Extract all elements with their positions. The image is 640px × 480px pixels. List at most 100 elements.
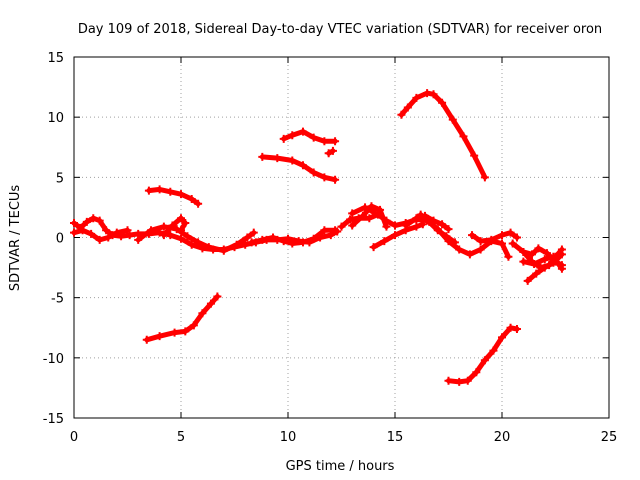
data-point — [147, 226, 156, 235]
data-point — [95, 235, 104, 244]
data-point — [380, 237, 389, 246]
data-point — [168, 221, 177, 230]
data-point — [508, 239, 517, 248]
data-point — [337, 222, 346, 231]
series-upper-12 — [398, 90, 488, 180]
data-point — [170, 328, 179, 337]
x-tick-label: 0 — [70, 430, 78, 445]
data-point — [241, 240, 250, 249]
data-point — [444, 225, 453, 234]
data-point — [361, 203, 370, 212]
data-point — [95, 216, 104, 225]
data-point — [70, 219, 78, 228]
data-point — [519, 257, 528, 266]
data-point — [530, 259, 539, 268]
data-point — [187, 194, 196, 203]
data-point — [194, 199, 203, 208]
y-tick-label: 0 — [56, 232, 64, 247]
data-point — [489, 346, 498, 355]
data-point — [557, 264, 566, 273]
data-series — [70, 89, 566, 386]
x-tick-label: 5 — [177, 430, 185, 445]
series-lower-right — [446, 325, 520, 385]
data-point — [438, 98, 447, 107]
data-point — [376, 205, 385, 214]
data-point — [371, 209, 380, 218]
data-point — [397, 110, 406, 119]
data-point — [177, 226, 185, 235]
data-point — [425, 217, 434, 226]
data-point — [450, 238, 459, 247]
data-point — [476, 245, 485, 254]
data-point — [320, 137, 329, 146]
data-point — [504, 252, 513, 261]
data-point — [309, 234, 318, 243]
data-point — [523, 276, 532, 285]
data-point — [331, 226, 340, 235]
data-point — [309, 133, 318, 142]
data-point — [123, 226, 132, 235]
data-point — [189, 321, 198, 330]
data-point — [279, 134, 288, 143]
data-point — [412, 93, 421, 102]
data-point — [183, 232, 192, 241]
data-point — [206, 299, 215, 308]
data-point — [506, 323, 515, 332]
data-point — [155, 332, 164, 341]
data-point — [519, 247, 528, 256]
data-point — [87, 229, 96, 238]
data-point — [258, 152, 267, 161]
data-point — [288, 239, 297, 248]
x-tick-label: 25 — [601, 430, 618, 445]
data-point — [112, 228, 121, 237]
data-point — [159, 231, 168, 240]
data-point — [465, 250, 474, 259]
data-point — [468, 231, 477, 240]
data-point — [142, 335, 151, 344]
x-axis-label: GPS time / hours — [286, 459, 395, 474]
x-tick-label: 10 — [280, 430, 297, 445]
axis-ticks: 0 5 10 15 20 25 15 10 5 0 -5 -10 -15 — [43, 51, 618, 445]
data-point — [459, 132, 468, 141]
data-point — [540, 255, 549, 264]
data-point — [448, 115, 457, 124]
data-point — [480, 356, 489, 365]
data-point — [288, 131, 297, 140]
data-point — [288, 156, 297, 165]
x-tick-label: 20 — [494, 430, 511, 445]
data-point — [102, 226, 111, 235]
data-point — [346, 215, 355, 224]
data-point — [412, 214, 421, 223]
data-point — [204, 243, 213, 252]
x-tick-label: 15 — [387, 430, 404, 445]
data-point — [348, 209, 357, 218]
data-point — [232, 240, 241, 249]
data-point — [442, 232, 451, 241]
y-tick-label: -15 — [43, 412, 64, 427]
data-point — [540, 263, 549, 272]
data-point — [534, 244, 543, 253]
data-point — [331, 175, 340, 184]
data-point — [177, 234, 185, 243]
data-point — [455, 377, 464, 386]
data-point — [258, 235, 267, 244]
y-tick-label: 10 — [47, 111, 64, 126]
data-point — [328, 146, 337, 155]
data-point — [506, 228, 515, 237]
y-tick-label: -5 — [51, 292, 64, 307]
data-point — [412, 222, 421, 231]
data-point — [401, 221, 410, 230]
data-point — [134, 235, 143, 244]
data-point — [309, 168, 318, 177]
data-point — [358, 211, 367, 220]
data-point — [269, 233, 278, 242]
data-point — [369, 243, 378, 252]
data-point — [213, 292, 222, 301]
data-point — [498, 333, 506, 342]
data-point — [418, 220, 427, 229]
data-point — [70, 228, 78, 237]
data-point — [557, 250, 566, 259]
data-point — [324, 149, 333, 158]
data-point — [498, 231, 506, 240]
